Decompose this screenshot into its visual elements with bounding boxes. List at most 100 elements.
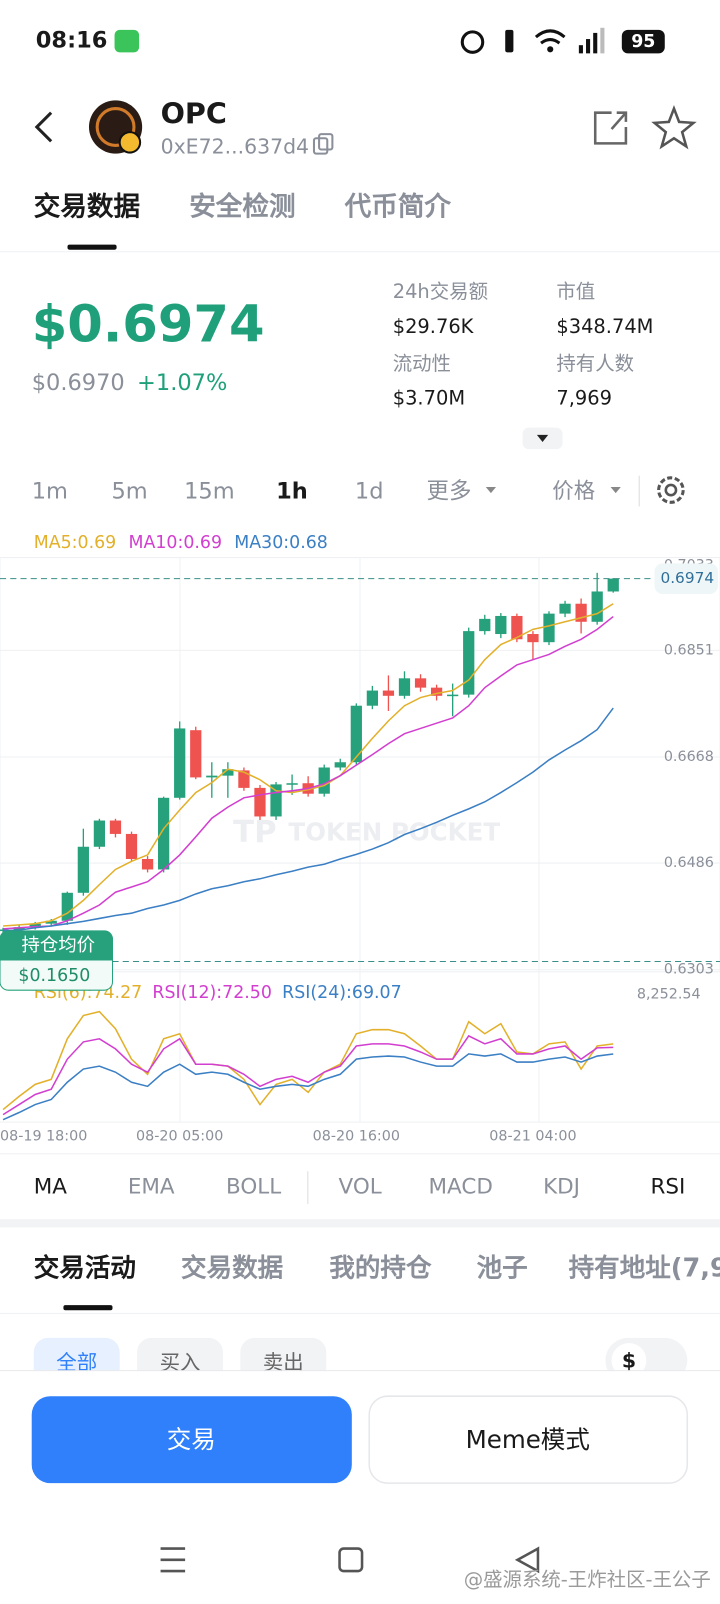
candle-body bbox=[382, 690, 395, 696]
candle-body bbox=[45, 920, 57, 924]
interval-tab[interactable]: 更多 bbox=[426, 479, 471, 505]
legend-entry: MA10:0.69 bbox=[129, 533, 223, 553]
candle-body bbox=[463, 631, 475, 695]
candle-body bbox=[61, 892, 73, 921]
cost-label: 持仓均价 bbox=[22, 935, 96, 956]
interval-tabs: 1m 5m 15m 1h 1d 更多 bbox=[32, 479, 472, 505]
settings-button[interactable] bbox=[657, 476, 685, 504]
ma-line bbox=[3, 615, 614, 930]
share-button[interactable] bbox=[593, 111, 628, 145]
candle-body bbox=[141, 858, 154, 870]
candle-body bbox=[591, 591, 603, 622]
candle-body bbox=[350, 705, 362, 763]
reference-price: $0.6970 bbox=[32, 370, 125, 396]
candle-body bbox=[318, 767, 330, 794]
candle-body bbox=[527, 634, 539, 643]
interval-tab[interactable]: 1h bbox=[276, 479, 308, 505]
current-price: $0.6974 bbox=[32, 295, 265, 354]
candle-body bbox=[29, 923, 41, 928]
top-tabs: 交易数据 安全检测 代币简介 bbox=[34, 191, 452, 222]
expand-icon bbox=[536, 434, 549, 442]
cost-value: $0.1650 bbox=[18, 966, 90, 986]
y-tick-label: 0.6486 bbox=[664, 855, 714, 871]
battery-level: 95 bbox=[631, 32, 655, 52]
indicator-tab[interactable]: MA bbox=[34, 1175, 68, 1200]
rsi-line bbox=[2, 1034, 614, 1116]
top-tab[interactable]: 安全检测 bbox=[189, 191, 295, 222]
price-mode[interactable]: 价格 bbox=[552, 479, 595, 504]
nav-back[interactable] bbox=[514, 1546, 540, 1574]
meme-button[interactable] bbox=[368, 1395, 689, 1484]
indicator-tabs: MA EMA BOLL VOL MACD KDJ RSI bbox=[34, 1175, 686, 1200]
candle-body bbox=[222, 769, 234, 776]
candle-body bbox=[511, 615, 523, 640]
copy-button[interactable] bbox=[312, 133, 334, 155]
indicator-tab[interactable]: RSI bbox=[650, 1175, 685, 1200]
activity-tab[interactable]: 池子 bbox=[477, 1253, 528, 1283]
top-tab[interactable]: 交易数据 bbox=[34, 191, 140, 222]
token-symbol: OPC bbox=[161, 97, 227, 131]
indicator-tab[interactable]: MACD bbox=[429, 1175, 493, 1200]
candle-body bbox=[479, 618, 491, 632]
stats: 24h交易额 $29.76K 市值 $348.74M 流动性 $3.70M 持有人数 7,96… bbox=[393, 280, 654, 409]
rsi-line bbox=[2, 1053, 614, 1121]
nav-menu[interactable] bbox=[160, 1547, 186, 1573]
footer-watermark: @盛源系统-王炸社区-王公子 bbox=[464, 1568, 711, 1591]
trade-button-label: 交易 bbox=[167, 1425, 216, 1454]
interval-tab[interactable]: 1d bbox=[355, 479, 384, 505]
indicator-tab[interactable]: KDJ bbox=[543, 1175, 580, 1200]
price-change: +1.07% bbox=[137, 370, 227, 396]
candle-body bbox=[254, 787, 266, 817]
activity-tab[interactable]: 交易活动 bbox=[34, 1253, 136, 1283]
tab-indicator bbox=[67, 244, 117, 250]
section-gap bbox=[0, 1219, 720, 1228]
rsi-line bbox=[2, 1010, 614, 1111]
candle-body bbox=[158, 797, 170, 870]
battery bbox=[621, 29, 665, 54]
currency-knob bbox=[611, 1343, 647, 1378]
candle-body bbox=[334, 762, 346, 768]
last-price-label: 0.6974 bbox=[660, 569, 714, 587]
notification-icon bbox=[114, 29, 140, 53]
stat-label: 24h交易额 bbox=[393, 280, 488, 303]
candle-body bbox=[607, 578, 619, 592]
y-tick-label: 0.6303 bbox=[664, 962, 714, 978]
interval-tab[interactable]: 15m bbox=[184, 479, 235, 505]
candle-body bbox=[559, 603, 571, 614]
y-tick-label: 0.6851 bbox=[664, 642, 714, 658]
watermark-logo: TP bbox=[233, 815, 276, 850]
activity-tab[interactable]: 交易数据 bbox=[181, 1253, 283, 1283]
nav-bar bbox=[160, 1546, 540, 1574]
corner-label: 8,252.54 bbox=[637, 986, 701, 1002]
favorite-button[interactable] bbox=[651, 105, 697, 150]
stat-label: 流动性 bbox=[393, 352, 451, 375]
last-price-tag bbox=[654, 563, 718, 594]
stat-value: $348.74M bbox=[556, 315, 653, 338]
activity-tab[interactable]: 我的持仓 bbox=[329, 1253, 432, 1283]
interval-tab[interactable]: 1m bbox=[32, 479, 68, 505]
activity-tab[interactable]: 持有地址(7,969) bbox=[569, 1253, 720, 1283]
tab-indicator bbox=[63, 1305, 113, 1311]
price-mode-arrow bbox=[610, 487, 621, 494]
candle-body bbox=[270, 784, 282, 817]
top-tab[interactable]: 代币简介 bbox=[344, 191, 452, 222]
interval-tab[interactable]: 5m bbox=[111, 479, 147, 505]
stat-label: 持有人数 bbox=[556, 352, 634, 375]
legend-entry: RSI(24):69.07 bbox=[282, 983, 402, 1003]
currency-symbol: $ bbox=[622, 1348, 636, 1372]
x-tick-label: 08-20 05:00 bbox=[136, 1128, 223, 1144]
trade-button[interactable] bbox=[31, 1396, 352, 1484]
candle-body bbox=[447, 694, 459, 697]
nav-home[interactable] bbox=[338, 1547, 364, 1573]
x-tick-label: 08-20 16:00 bbox=[313, 1128, 400, 1144]
legend-entry: RSI(12):72.50 bbox=[152, 983, 272, 1003]
back-button[interactable] bbox=[34, 111, 53, 143]
ma-line bbox=[3, 603, 614, 927]
status-icons bbox=[460, 27, 605, 54]
indicator-tab[interactable]: BOLL bbox=[226, 1175, 281, 1200]
candle-body bbox=[93, 820, 106, 847]
indicator-tab[interactable]: VOL bbox=[339, 1175, 382, 1200]
indicator-tab[interactable]: EMA bbox=[128, 1175, 175, 1200]
